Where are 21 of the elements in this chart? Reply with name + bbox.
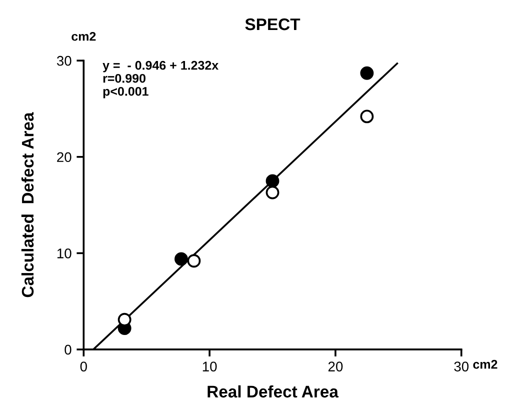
y-axis-title: Calculated Defect Area bbox=[21, 112, 34, 298]
text: cm2 bbox=[473, 360, 498, 369]
x-axis-title: Real Defect Area bbox=[208, 385, 339, 398]
y-tick-label: 10 bbox=[57, 248, 72, 258]
point bbox=[174, 252, 188, 266]
x-tick-label: 0 bbox=[80, 362, 87, 372]
x-tick-label: 20 bbox=[328, 362, 343, 372]
point bbox=[266, 174, 280, 188]
point bbox=[266, 186, 280, 200]
text: cm2 bbox=[72, 32, 96, 41]
point bbox=[118, 312, 132, 326]
chart-title: SPECT bbox=[245, 18, 300, 30]
y-tick-label: 30 bbox=[56, 56, 72, 66]
point bbox=[187, 254, 201, 268]
x-tick-label: 30 bbox=[454, 362, 469, 372]
point bbox=[360, 110, 374, 124]
y-tick-label: 20 bbox=[57, 152, 72, 162]
annotation: y = - 0.946 + 1.232x r=0.990 p<0.001 bbox=[102, 60, 219, 98]
x-tick-label: 10 bbox=[202, 362, 217, 372]
point bbox=[360, 66, 374, 80]
y-tick-label: 0 bbox=[64, 344, 72, 355]
